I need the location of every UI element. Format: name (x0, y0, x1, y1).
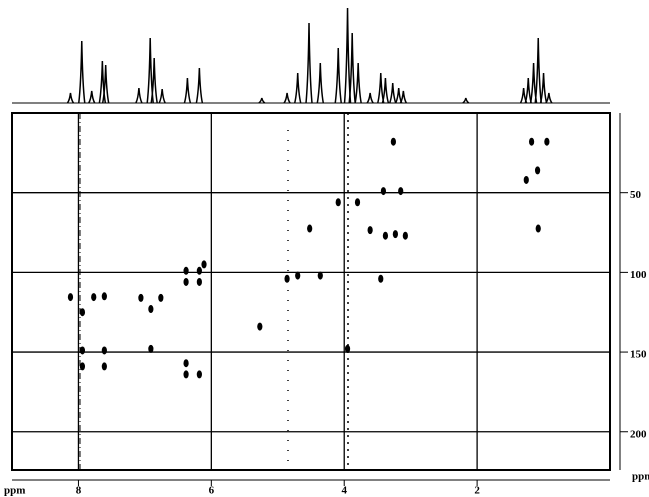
cross-peak (91, 293, 97, 302)
x-tick-label: 6 (209, 485, 215, 497)
projection-peak (183, 77, 192, 104)
projection-peak (283, 92, 291, 104)
projection-peak (150, 57, 158, 104)
cross-peak (367, 226, 373, 235)
cross-peak (528, 137, 535, 146)
cross-peak (344, 344, 351, 353)
projection-peak (354, 62, 362, 104)
cross-peak (183, 277, 189, 286)
cross-peak (148, 344, 154, 353)
projection-peak (343, 7, 352, 104)
cross-peak (295, 271, 301, 280)
x-tick-label: 4 (341, 485, 347, 497)
projection-peak (78, 40, 86, 104)
y-tick-label: 150 (630, 349, 647, 361)
x-tick-label: 2 (474, 485, 480, 497)
cross-peak (101, 292, 107, 301)
projection-peak (395, 87, 403, 104)
y-tick-label: 200 (630, 428, 647, 440)
projection-peak (293, 72, 302, 104)
cross-peak (335, 198, 341, 207)
projection-peak (334, 47, 342, 104)
cross-peak (284, 274, 290, 283)
cross-peak (535, 224, 541, 233)
cross-peak (354, 198, 361, 207)
projection-peak (399, 90, 408, 104)
cross-peak (523, 175, 529, 184)
cross-peak (307, 224, 313, 233)
cross-peak (196, 370, 202, 379)
x-axis-label: ppm (4, 485, 25, 497)
cross-peak (79, 362, 86, 371)
cross-peak (378, 274, 384, 283)
cross-peak (67, 293, 74, 302)
cross-peak (101, 346, 107, 355)
cross-peak (534, 166, 541, 175)
cross-peak (183, 359, 189, 368)
cross-peak (544, 137, 550, 146)
projection-peak (316, 62, 325, 104)
cross-peak (148, 305, 154, 314)
projection-peak (258, 97, 266, 104)
projection-peak (524, 77, 532, 104)
projection-peak (305, 22, 313, 104)
projection-peak (366, 92, 374, 104)
cross-peak (257, 322, 263, 331)
cross-peak (390, 137, 396, 146)
projection-peak (158, 88, 166, 104)
cross-peak (79, 308, 86, 317)
cross-peak (138, 293, 144, 302)
projection-peak (539, 72, 548, 104)
cross-peak (382, 231, 389, 240)
projection-peak (534, 37, 542, 104)
projection-peak (381, 77, 390, 104)
y-tick-label: 100 (630, 269, 647, 281)
projection-peak (389, 82, 397, 104)
cross-peak (392, 230, 398, 239)
projection-peak (348, 32, 356, 104)
cross-peak (79, 346, 86, 355)
cross-peak (398, 187, 404, 196)
projection-peak (545, 92, 553, 104)
projection-peak (135, 87, 143, 104)
y-tick-label: 50 (630, 189, 642, 201)
projection-peak (377, 72, 385, 104)
cross-peak (183, 266, 189, 275)
cross-peak (196, 266, 202, 275)
projection-peak (66, 92, 75, 104)
cross-peak (380, 187, 387, 196)
cross-peak (201, 260, 207, 269)
projection-peak (195, 67, 204, 104)
cross-peak (402, 231, 408, 240)
cross-peak (196, 277, 202, 286)
cross-peak (183, 370, 189, 379)
x-tick-label: 8 (76, 485, 82, 497)
cross-peak (101, 362, 107, 371)
projection-peak (88, 90, 96, 104)
y-axis-label: ppm (632, 471, 649, 483)
plot-frame (11, 112, 611, 471)
projection-peak (101, 64, 110, 104)
projection-peak (462, 97, 470, 104)
cross-peak (158, 293, 164, 302)
cross-peak (317, 271, 323, 280)
